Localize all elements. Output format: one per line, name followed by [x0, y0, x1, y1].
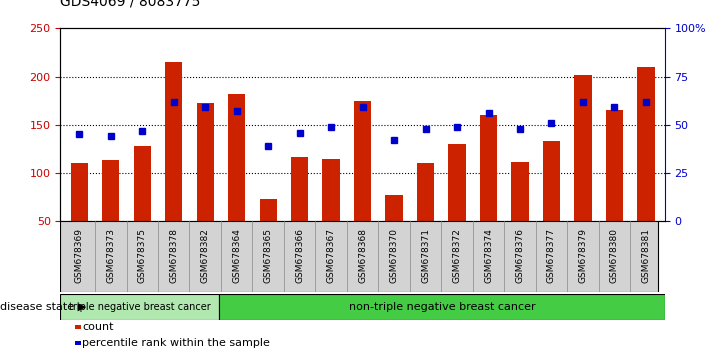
Bar	[417, 164, 434, 221]
Text: GSM678369: GSM678369	[75, 228, 84, 283]
Text: count: count	[82, 322, 114, 332]
Text: GDS4069 / 8083775: GDS4069 / 8083775	[60, 0, 201, 9]
Text: GSM678380: GSM678380	[610, 228, 619, 283]
Bar	[220, 294, 665, 320]
Bar	[449, 144, 466, 221]
Text: GSM678371: GSM678371	[421, 228, 430, 283]
Bar	[354, 101, 371, 221]
Text: triple negative breast cancer: triple negative breast cancer	[69, 302, 211, 312]
Bar	[574, 75, 592, 221]
Bar	[385, 195, 402, 221]
Text: disease state ▶: disease state ▶	[0, 302, 86, 312]
Bar	[70, 164, 88, 221]
Bar	[102, 160, 119, 221]
Text: GSM678378: GSM678378	[169, 228, 178, 283]
Text: GSM678376: GSM678376	[515, 228, 525, 283]
Text: GSM678368: GSM678368	[358, 228, 367, 283]
Text: GSM678367: GSM678367	[326, 228, 336, 283]
Text: GSM678381: GSM678381	[641, 228, 651, 283]
Text: GSM678365: GSM678365	[264, 228, 273, 283]
Text: GSM678375: GSM678375	[138, 228, 146, 283]
Text: GSM678366: GSM678366	[295, 228, 304, 283]
Bar	[291, 156, 309, 221]
Bar	[511, 162, 529, 221]
Text: percentile rank within the sample: percentile rank within the sample	[82, 338, 270, 348]
Text: GSM678382: GSM678382	[201, 228, 210, 283]
Bar	[228, 94, 245, 221]
Bar	[606, 110, 623, 221]
Bar	[260, 199, 277, 221]
Bar	[637, 67, 655, 221]
Text: GSM678377: GSM678377	[547, 228, 556, 283]
Bar	[134, 146, 151, 221]
Text: GSM678374: GSM678374	[484, 228, 493, 283]
Bar	[60, 294, 220, 320]
Text: non-triple negative breast cancer: non-triple negative breast cancer	[349, 302, 535, 312]
Bar	[323, 159, 340, 221]
Text: GSM678364: GSM678364	[232, 228, 241, 283]
Text: GSM678370: GSM678370	[390, 228, 399, 283]
Text: GSM678372: GSM678372	[452, 228, 461, 283]
Text: GSM678373: GSM678373	[107, 228, 115, 283]
Bar	[480, 115, 497, 221]
Bar	[165, 62, 183, 221]
Bar	[542, 141, 560, 221]
Text: GSM678379: GSM678379	[579, 228, 587, 283]
Bar	[196, 103, 214, 221]
